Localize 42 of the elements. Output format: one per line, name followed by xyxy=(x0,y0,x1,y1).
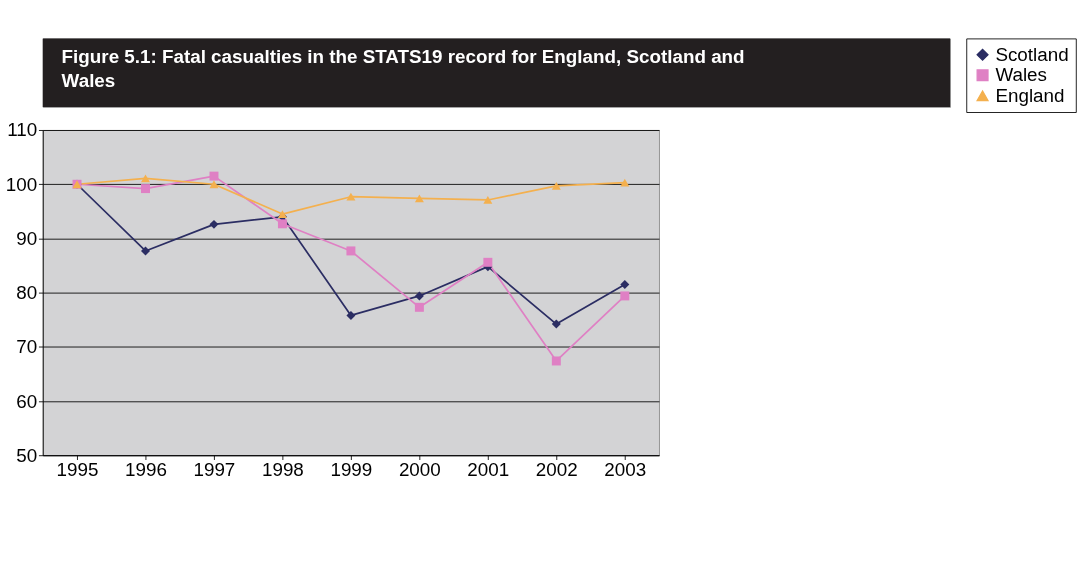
x-tick-label: 2001 xyxy=(467,459,510,481)
x-tick-label: 2000 xyxy=(398,459,441,481)
x-tick-label: 1995 xyxy=(56,459,99,481)
point xyxy=(209,171,219,181)
y-tick-label: 110 xyxy=(7,119,38,141)
x-tick-label: 1999 xyxy=(330,459,373,481)
point xyxy=(551,319,561,329)
point xyxy=(277,210,287,218)
x-tick-label: 1998 xyxy=(261,459,304,481)
point xyxy=(620,280,630,290)
legend-label: England xyxy=(995,84,1065,106)
y-tick-label: 80 xyxy=(16,282,38,304)
x-tick-label: 2002 xyxy=(535,459,578,481)
point xyxy=(414,194,424,203)
point xyxy=(483,196,493,204)
point xyxy=(483,257,493,267)
chart-title: Figure 5.1: Fatal casualties in the STATS19 record for England, Scotland and Wales xyxy=(61,46,745,92)
x-tick-label: 1996 xyxy=(125,459,167,481)
legend-label: Scotland xyxy=(995,43,1069,65)
point xyxy=(209,219,219,229)
point xyxy=(209,180,219,189)
point xyxy=(551,181,561,190)
y-tick-label: 50 xyxy=(16,444,38,466)
legend-label: Wales xyxy=(995,64,1047,86)
point xyxy=(414,291,424,301)
y-tick-label: 60 xyxy=(16,390,38,412)
x-tick-label: 2003 xyxy=(604,459,647,481)
point xyxy=(551,356,561,366)
x-tick-label: 1997 xyxy=(193,459,236,481)
point xyxy=(620,291,630,301)
point xyxy=(277,219,287,229)
point xyxy=(346,310,356,320)
point xyxy=(346,246,356,256)
point xyxy=(346,192,356,201)
y-tick-label: 70 xyxy=(16,336,38,358)
y-tick-label: 90 xyxy=(16,227,38,249)
y-tick-label: 100 xyxy=(5,173,38,195)
point xyxy=(141,184,150,194)
point xyxy=(414,302,424,312)
point xyxy=(141,246,150,256)
point xyxy=(620,178,630,187)
point xyxy=(141,174,150,183)
